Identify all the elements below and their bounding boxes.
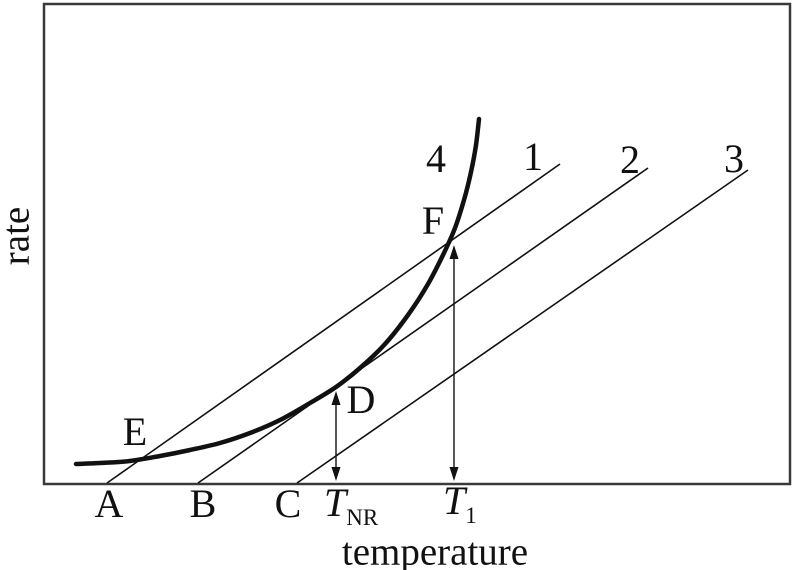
line-3-label: 3 — [724, 136, 744, 181]
heat-removal-line-1 — [106, 163, 561, 484]
x-axis-label: temperature — [341, 530, 529, 570]
heat-removal-line-2 — [197, 167, 649, 484]
t-nr-height-arrow-head-top — [331, 391, 341, 405]
heat-removal-line-3 — [296, 169, 749, 484]
t-nr-marker-subscript: NR — [346, 505, 379, 530]
plot-frame — [42, 2, 792, 486]
t-1-height-arrow-head-bottom — [449, 467, 459, 481]
axis-a-label: A — [95, 481, 124, 526]
curve-4-label: 4 — [426, 136, 446, 181]
t-1-marker: T1 — [443, 478, 477, 528]
t-1-marker-subscript: 1 — [465, 503, 477, 528]
point-d-label: D — [347, 377, 376, 422]
axis-b-label: B — [190, 481, 217, 526]
y-axis-label: rate — [0, 206, 38, 266]
axis-c-label: C — [275, 481, 302, 526]
point-e-label: E — [123, 409, 147, 454]
t-nr-height-arrow-head-bottom — [331, 467, 341, 481]
line-2-label: 2 — [620, 137, 640, 182]
line-1-label: 1 — [523, 134, 543, 179]
t-1-height-arrow-head-top — [449, 245, 459, 259]
t-nr-marker: TNR — [324, 480, 379, 530]
point-f-label: F — [422, 198, 444, 243]
